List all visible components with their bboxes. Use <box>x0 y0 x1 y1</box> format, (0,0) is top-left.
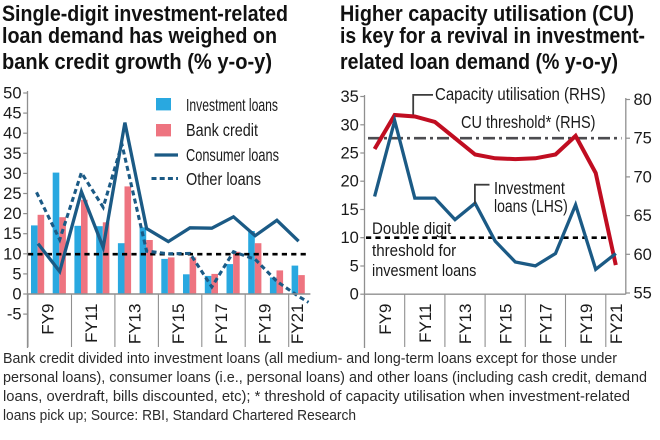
svg-text:75: 75 <box>634 130 652 148</box>
svg-text:0: 0 <box>350 286 359 304</box>
svg-text:FY9: FY9 <box>38 304 57 335</box>
svg-text:5: 5 <box>12 265 21 283</box>
svg-text:5: 5 <box>350 258 359 276</box>
svg-text:FY21: FY21 <box>607 304 626 345</box>
svg-text:60: 60 <box>634 246 652 264</box>
svg-text:80: 80 <box>634 91 652 109</box>
svg-text:FY13: FY13 <box>125 304 144 345</box>
svg-text:FY21: FY21 <box>288 304 307 345</box>
svg-text:30: 30 <box>340 116 358 134</box>
svg-text:30: 30 <box>3 165 21 183</box>
svg-text:70: 70 <box>634 168 652 186</box>
svg-text:15: 15 <box>3 225 21 243</box>
svg-text:25: 25 <box>340 145 358 163</box>
svg-text:FY9: FY9 <box>376 304 395 335</box>
svg-text:50: 50 <box>3 85 21 103</box>
svg-text:35: 35 <box>3 145 21 163</box>
svg-text:55: 55 <box>634 285 652 303</box>
svg-text:0: 0 <box>12 286 21 304</box>
svg-text:65: 65 <box>634 207 652 225</box>
svg-text:FY17: FY17 <box>537 304 556 345</box>
svg-text:FY11: FY11 <box>416 304 435 343</box>
svg-text:FY17: FY17 <box>212 304 231 345</box>
svg-text:35: 35 <box>340 88 358 106</box>
svg-text:FY19: FY19 <box>577 304 596 345</box>
svg-text:10: 10 <box>3 245 21 263</box>
svg-text:-5: -5 <box>7 306 22 324</box>
svg-text:15: 15 <box>340 201 358 219</box>
svg-text:FY15: FY15 <box>169 304 188 345</box>
svg-text:FY19: FY19 <box>256 304 275 345</box>
svg-text:20: 20 <box>3 205 21 223</box>
svg-text:FY11: FY11 <box>82 304 101 343</box>
svg-text:FY13: FY13 <box>456 304 475 345</box>
svg-text:25: 25 <box>3 185 21 203</box>
svg-text:20: 20 <box>340 173 358 191</box>
svg-text:40: 40 <box>3 125 21 143</box>
svg-text:45: 45 <box>3 105 21 123</box>
svg-text:10: 10 <box>340 229 358 247</box>
svg-text:FY15: FY15 <box>496 304 515 345</box>
